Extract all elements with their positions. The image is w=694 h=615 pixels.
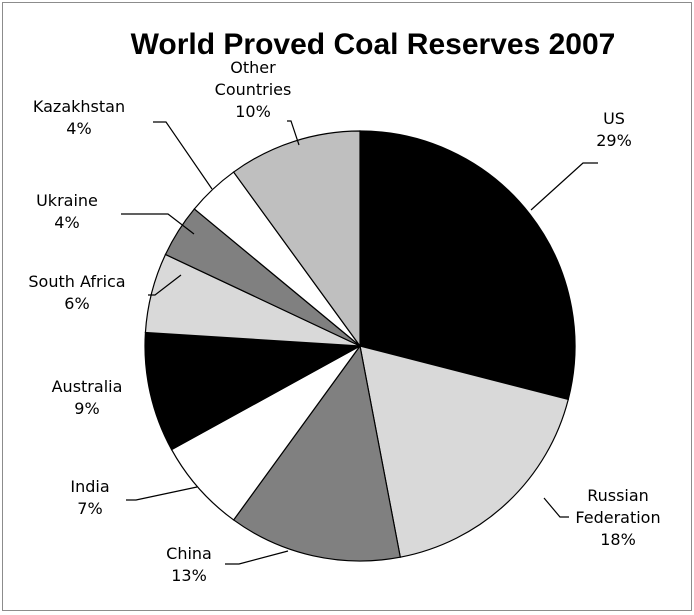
slice-name: Countries [215,80,292,99]
leader-line [148,274,182,296]
chart-title: World Proved Coal Reserves 2007 [131,28,616,61]
slice-name: China [166,544,212,563]
slice-value: 13% [171,566,207,585]
leader-line [225,550,289,565]
pie-slice-australia [144,331,363,451]
slice-label: Ukraine 4% [36,191,98,232]
slice-label: South Africa 6% [28,272,125,313]
slice-value: 9% [74,399,99,418]
pie-slice-china [232,344,401,562]
slice-value: 29% [596,131,632,150]
slice-value: 4% [66,119,91,138]
pie-slice-us [359,130,576,401]
leader-line [153,121,213,190]
slice-labels: US 29% Russian Federation 18% China 13% India 7%… [28,58,660,585]
leader-line [287,120,300,146]
slice-name: Ukraine [36,191,98,210]
pie-slice-other-countries [232,130,361,348]
slice-name: Russian [587,486,649,505]
leader-line [543,497,569,518]
leader-lines [121,120,598,565]
slice-name: Federation [575,508,660,527]
leader-line [121,213,195,235]
slice-name: South Africa [28,272,125,291]
slice-name: Kazakhstan [33,97,125,116]
slice-value: 18% [600,530,636,549]
slice-label: China 13% [166,544,212,585]
slice-value: 6% [64,294,89,313]
slice-label: Kazakhstan 4% [33,97,125,138]
leader-line [154,394,176,404]
leader-line [126,486,198,501]
slice-name: Other [230,58,276,77]
slice-value: 4% [54,213,79,232]
slice-name: Australia [52,377,123,396]
slice-name: India [70,477,109,496]
slice-label: India 7% [70,477,109,518]
slice-label: Russian Federation 18% [575,486,660,549]
pie-slices [144,130,576,562]
leader-line [530,162,598,211]
pie-chart: World Proved Coal Reserves 2007 US 29% Rus… [28,28,660,585]
slice-label: US 29% [596,109,632,150]
slice-label: Australia 9% [52,377,123,418]
slice-name: US [603,109,625,128]
slice-value: 10% [235,102,271,121]
slice-value: 7% [77,499,102,518]
pie-slice-russian-federation [359,345,569,558]
slice-label: Other Countries 10% [215,58,292,121]
